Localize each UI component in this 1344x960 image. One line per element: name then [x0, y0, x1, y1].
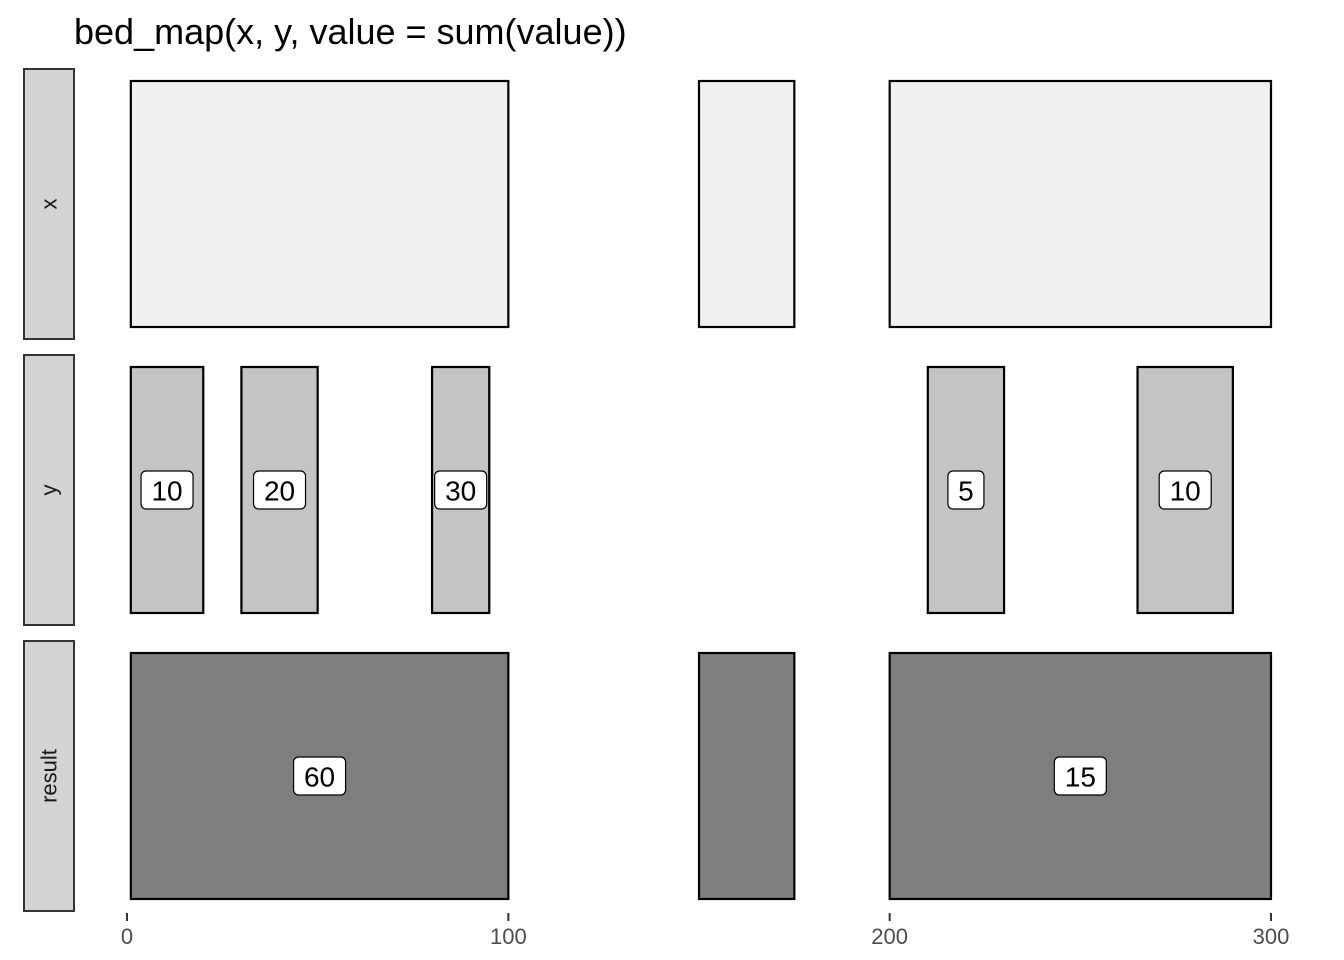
data-label: 10: [1170, 476, 1201, 507]
interval-bar: [697, 79, 796, 329]
data-label-box: [292, 756, 347, 796]
facet-strip: [23, 640, 75, 912]
facet-strip: [23, 68, 75, 340]
data-label-box: [1053, 756, 1107, 796]
data-label: 5: [958, 476, 974, 507]
data-label-box: [1158, 470, 1212, 510]
interval-bar: [129, 79, 510, 329]
x-tick-label: 300: [1253, 924, 1290, 949]
data-label-box: [434, 470, 488, 510]
data-label-box: [947, 470, 985, 510]
data-label: 30: [445, 476, 476, 507]
x-tick-label: 0: [121, 924, 133, 949]
data-label-box: [252, 470, 307, 510]
data-label: 15: [1065, 762, 1096, 793]
interval-bar: [888, 79, 1273, 329]
facets: x y 10 20 30 5 10 result 60 15: [23, 68, 1273, 912]
data-label: 60: [304, 762, 335, 793]
facet-strip-label: x: [37, 199, 62, 210]
facet-strip-label: result: [37, 749, 62, 803]
chart-title: bed_map(x, y, value = sum(value)): [74, 11, 627, 52]
facet-strip: [23, 354, 75, 626]
x-tick-label: 200: [871, 924, 908, 949]
data-label: 20: [264, 476, 295, 507]
interval-bar: [697, 651, 796, 901]
facet-strip-label: y: [37, 485, 62, 496]
data-label: 10: [151, 476, 182, 507]
facet-result: result 60 15: [23, 640, 1273, 912]
x-axis: 0 100 200 300: [121, 913, 1289, 949]
facet-y: y 10 20 30 5 10: [23, 354, 1234, 626]
data-label-box: [140, 470, 194, 510]
facet-x: x: [23, 68, 1273, 340]
x-tick-label: 100: [490, 924, 527, 949]
